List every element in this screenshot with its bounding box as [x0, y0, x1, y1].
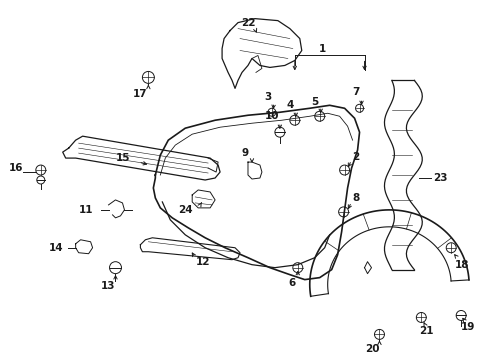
Text: 13: 13 [101, 280, 116, 291]
Text: 20: 20 [365, 345, 379, 354]
Text: 6: 6 [287, 278, 295, 288]
Text: 2: 2 [352, 152, 359, 162]
Text: 1: 1 [318, 44, 325, 54]
Text: 4: 4 [285, 100, 293, 110]
Text: 15: 15 [115, 153, 130, 163]
Text: 21: 21 [419, 327, 433, 336]
Text: 16: 16 [9, 163, 23, 173]
Text: 19: 19 [460, 323, 474, 332]
Text: 22: 22 [240, 18, 255, 28]
Text: 9: 9 [241, 148, 248, 158]
Text: 12: 12 [196, 257, 210, 267]
Text: 8: 8 [352, 193, 359, 203]
Text: 17: 17 [133, 89, 147, 99]
Text: 23: 23 [432, 173, 447, 183]
Text: 14: 14 [49, 243, 63, 253]
Text: 24: 24 [178, 205, 192, 215]
Text: 11: 11 [79, 205, 93, 215]
Text: 10: 10 [264, 111, 279, 121]
Text: 7: 7 [351, 87, 359, 97]
Text: 18: 18 [454, 260, 468, 270]
Text: 5: 5 [310, 97, 318, 107]
Text: 3: 3 [264, 92, 271, 102]
